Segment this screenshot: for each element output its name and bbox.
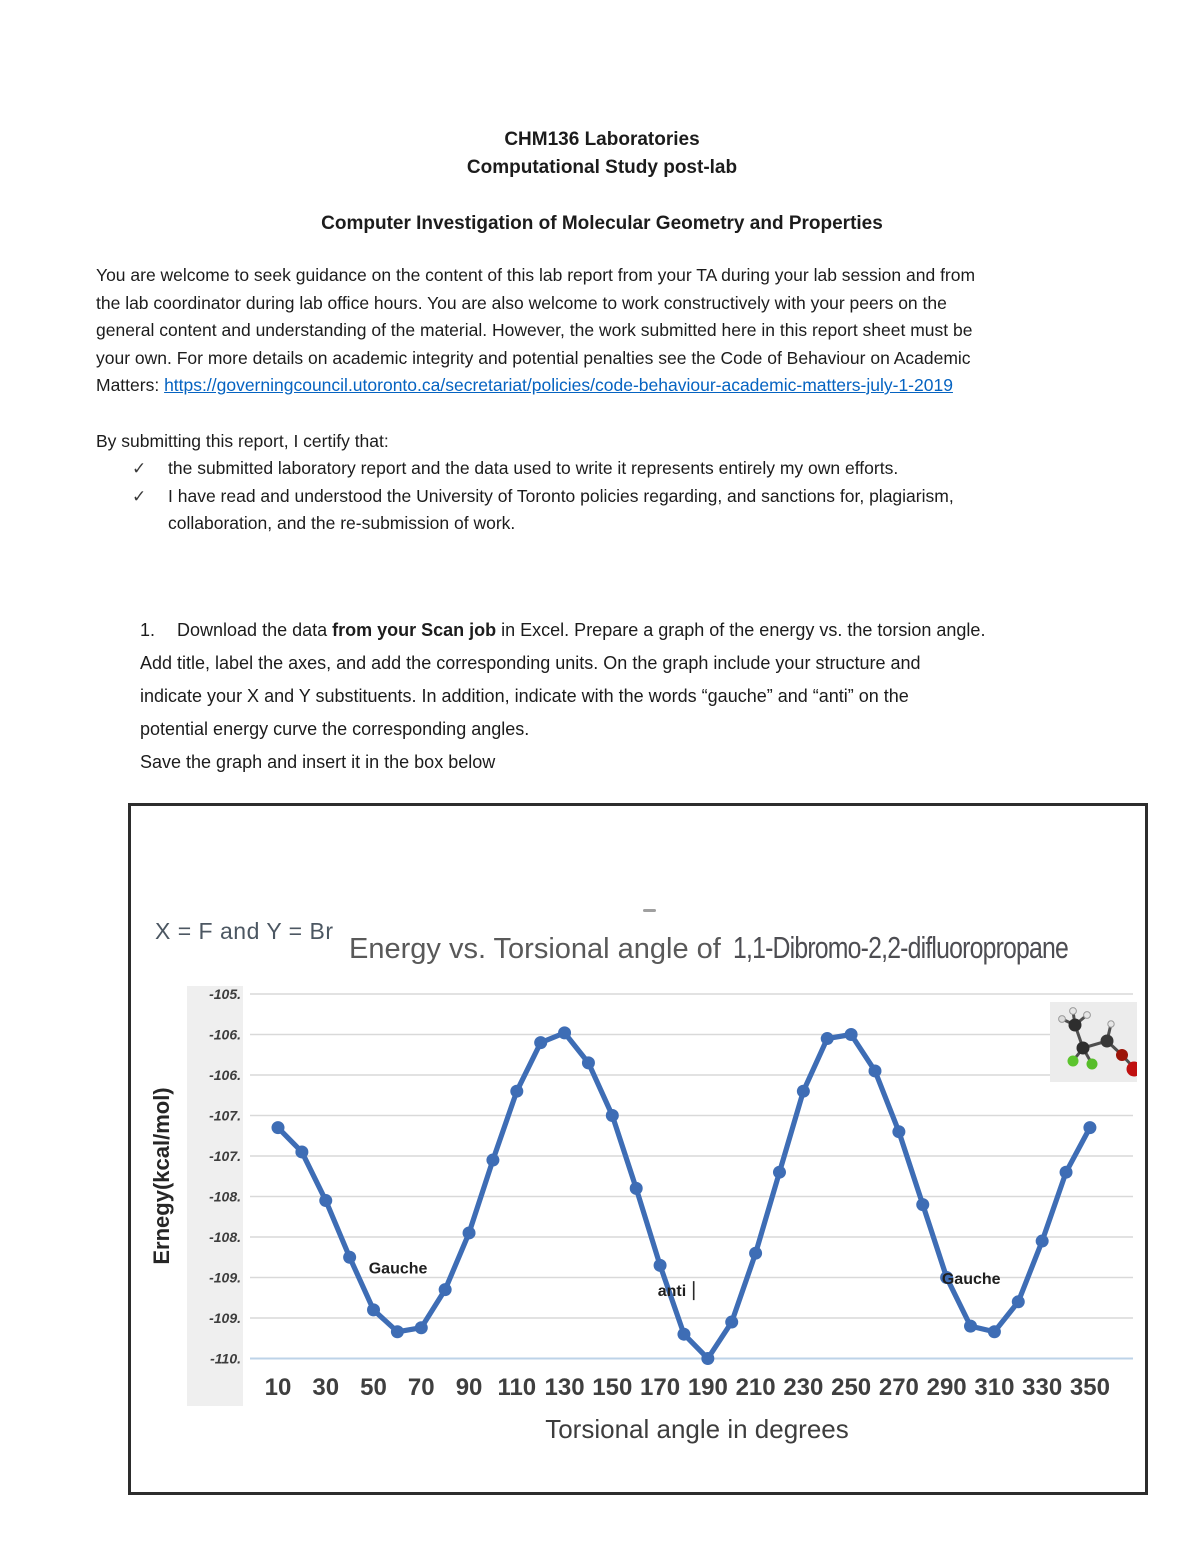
certify-item-1: ✓ the submitted laboratory report and th… — [132, 455, 1108, 483]
svg-text:-110.: -110. — [210, 1351, 241, 1367]
intro-line: general content and understanding of the… — [96, 320, 973, 340]
x-axis-title: Torsional angle in degrees — [545, 1414, 849, 1444]
svg-text:50: 50 — [360, 1374, 387, 1401]
matters-label: Matters: — [96, 375, 165, 395]
intro-line-matters: Matters: https://governingcouncil.utoron… — [96, 372, 1108, 400]
certify-item-text: I have read and understood the Universit… — [168, 485, 954, 534]
svg-text:-109.: -109. — [209, 1270, 241, 1286]
task-line: Save the graph and insert it in the box … — [140, 751, 496, 772]
certify-item-text: the submitted laboratory report and the … — [168, 458, 899, 478]
task-line: potential energy curve the corresponding… — [140, 718, 530, 739]
graph-insert-box: X = F and Y = Br Energy vs. Torsional an… — [128, 803, 1148, 1495]
svg-text:30: 30 — [312, 1374, 339, 1401]
task-1: 1. Download the data from your Scan job i… — [140, 614, 1070, 779]
svg-text:-109.: -109. — [209, 1310, 241, 1326]
academic-matters-link[interactable]: https://governingcouncil.utoronto.ca/sec… — [164, 375, 953, 395]
svg-text:anti: anti — [658, 1283, 686, 1300]
svg-text:-106.: -106. — [209, 1027, 241, 1043]
svg-text:-107.: -107. — [209, 1148, 241, 1164]
molecule-image — [1050, 1002, 1142, 1082]
page-title-line2: Computational Study post-lab — [466, 157, 738, 178]
y-axis-title: Ernegy(kcal/mol) — [149, 1087, 174, 1264]
svg-text:-105.: -105. — [209, 986, 241, 1002]
energy-torsion-chart[interactable]: -105. -106. -106. -107. -107. -108. -108. -109.… — [145, 986, 1142, 1461]
svg-text:110: 110 — [497, 1374, 536, 1401]
svg-text:10: 10 — [265, 1374, 292, 1401]
checkmark-icon: ✓ — [132, 486, 147, 506]
task-line: Add title, label the axes, and add the c… — [140, 652, 921, 673]
intro-line: You are welcome to seek guidance on the … — [96, 265, 976, 285]
svg-text:Gauche: Gauche — [369, 1260, 428, 1277]
task-number: 1. — [140, 619, 156, 640]
svg-text:90: 90 — [456, 1374, 483, 1401]
intro-paragraph: You are welcome to seek guidance on the … — [96, 262, 1108, 400]
svg-text:210: 210 — [736, 1374, 776, 1401]
checkmark-icon: ✓ — [132, 459, 147, 478]
certification-section: By submitting this report, I certify tha… — [96, 428, 1108, 538]
svg-text:130: 130 — [545, 1374, 585, 1401]
svg-text:-108.: -108. — [209, 1229, 241, 1245]
svg-text:-106.: -106. — [209, 1067, 241, 1083]
svg-text:70: 70 — [408, 1374, 435, 1401]
svg-text:350: 350 — [1070, 1374, 1110, 1401]
task-line: 1. Download the data from your Scan job i… — [140, 619, 986, 640]
svg-text:230: 230 — [783, 1374, 823, 1401]
svg-text:250: 250 — [831, 1374, 871, 1401]
task-line: indicate your X and Y substituents. In a… — [140, 685, 909, 706]
svg-text:Gauche: Gauche — [942, 1271, 1001, 1288]
svg-text:-107.: -107. — [209, 1108, 241, 1124]
svg-text:-108.: -108. — [209, 1189, 241, 1205]
intro-line: the lab coordinator during lab office ho… — [96, 292, 947, 313]
chart-title-compound: 1,1-Dibromo-2,2-difluoropropane — [733, 930, 1069, 965]
chart-title-prefix: Energy vs. Torsional angle of — [349, 933, 721, 965]
svg-text:190: 190 — [688, 1374, 728, 1401]
svg-text:270: 270 — [879, 1374, 919, 1401]
certify-item-2: ✓ I have read and understood the Univers… — [132, 483, 1108, 538]
document-body: CHM136 Laboratories Computational Study … — [96, 126, 1108, 779]
svg-text:330: 330 — [1022, 1374, 1062, 1401]
svg-text:150: 150 — [592, 1374, 632, 1401]
certify-intro: By submitting this report, I certify tha… — [96, 430, 389, 451]
image-handle-dash — [643, 909, 656, 912]
task-bold-phrase: from your Scan job — [332, 619, 497, 640]
svg-text:290: 290 — [927, 1374, 967, 1401]
svg-text:310: 310 — [974, 1374, 1014, 1401]
chart-title: Energy vs. Torsional angle of 1,1-Dibrom… — [349, 930, 1152, 966]
svg-text:170: 170 — [640, 1374, 680, 1401]
section-subtitle: Computer Investigation of Molecular Geom… — [321, 213, 883, 234]
substituents-note: X = F and Y = Br — [155, 918, 334, 944]
intro-line: your own. For more details on academic i… — [96, 347, 971, 368]
page-title-line1: CHM136 Laboratories — [504, 129, 700, 150]
